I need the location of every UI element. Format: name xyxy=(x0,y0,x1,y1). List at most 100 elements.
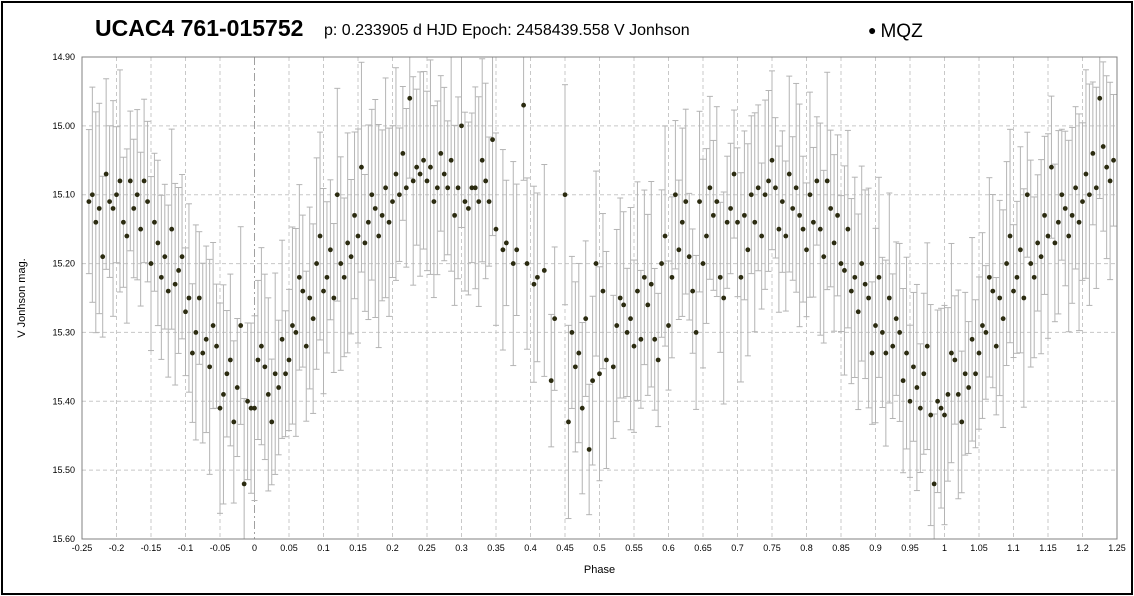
data-point xyxy=(921,371,927,377)
data-point xyxy=(738,274,744,280)
data-point xyxy=(1024,192,1030,198)
data-point xyxy=(635,288,640,294)
data-point xyxy=(207,364,213,370)
data-point xyxy=(848,288,854,294)
x-tick-labels: -0.25 -0.2 -0.15 -0.1 -0.05 0 0.05 0.1 0.15 0.2 0.… xyxy=(72,543,1126,553)
data-point xyxy=(417,171,423,177)
data-point xyxy=(1104,164,1110,170)
x-tick-label: 1.05 xyxy=(970,543,988,553)
data-point xyxy=(397,192,402,198)
data-point xyxy=(893,316,899,322)
y-tick-label: 15.00 xyxy=(52,121,75,131)
data-point xyxy=(383,185,388,191)
data-point xyxy=(1052,240,1058,246)
data-point xyxy=(186,295,192,301)
legend-label-mqz: MQZ xyxy=(880,21,923,42)
data-point xyxy=(117,178,123,184)
data-point xyxy=(307,295,313,301)
data-point xyxy=(190,350,195,356)
data-point xyxy=(962,371,968,377)
x-tick-label: 0.15 xyxy=(349,543,367,553)
data-point xyxy=(1059,192,1065,198)
data-point xyxy=(138,226,144,232)
data-point xyxy=(293,330,299,335)
data-point xyxy=(1090,151,1096,156)
x-tick-label: 1.2 xyxy=(1076,543,1089,553)
data-point xyxy=(714,199,720,205)
data-point xyxy=(707,185,713,191)
data-point xyxy=(631,343,637,349)
data-point xyxy=(835,212,840,218)
data-point xyxy=(735,219,740,225)
data-point xyxy=(441,171,447,177)
data-point xyxy=(196,295,202,301)
data-point xyxy=(807,192,813,198)
data-point xyxy=(1080,199,1085,205)
data-point xyxy=(700,261,706,266)
data-point xyxy=(86,199,92,205)
data-point xyxy=(652,336,658,342)
data-point xyxy=(904,350,909,356)
data-point xyxy=(990,288,996,294)
data-point xyxy=(924,343,930,349)
data-point xyxy=(448,157,454,163)
data-point xyxy=(742,212,747,218)
data-point xyxy=(897,330,903,335)
data-point xyxy=(103,171,109,177)
data-point xyxy=(455,185,461,191)
data-point xyxy=(669,274,675,280)
data-point xyxy=(1111,157,1116,163)
error-bars xyxy=(85,57,1117,539)
data-point xyxy=(393,171,399,177)
data-point xyxy=(1097,95,1103,101)
data-point xyxy=(234,385,240,390)
data-point xyxy=(931,481,937,487)
data-point xyxy=(121,219,126,225)
data-point xyxy=(679,219,685,225)
data-point xyxy=(262,364,268,370)
data-point xyxy=(124,233,130,239)
data-point xyxy=(890,343,896,349)
data-point xyxy=(348,254,354,260)
data-point xyxy=(100,254,106,260)
data-point xyxy=(1069,212,1075,218)
data-point xyxy=(1062,206,1068,211)
data-point xyxy=(752,219,758,225)
y-tick-label: 15.50 xyxy=(52,465,75,475)
data-point xyxy=(179,254,185,260)
data-point xyxy=(786,171,792,177)
data-point xyxy=(531,281,537,287)
data-point xyxy=(127,178,133,184)
data-point xyxy=(766,178,771,184)
data-point xyxy=(158,274,164,280)
data-point xyxy=(945,392,951,397)
data-point xyxy=(300,288,306,294)
x-tick-label: 0 xyxy=(252,543,257,553)
data-point xyxy=(655,357,661,363)
data-point xyxy=(817,226,823,232)
y-tick-label: 15.40 xyxy=(52,396,75,406)
x-axis-label: Phase xyxy=(584,564,615,576)
data-point xyxy=(328,247,333,253)
data-point xyxy=(296,274,302,280)
data-point xyxy=(773,185,778,191)
data-point xyxy=(403,185,409,191)
data-point xyxy=(452,212,457,218)
data-point xyxy=(686,254,692,260)
data-point xyxy=(683,199,689,205)
data-point xyxy=(838,261,844,266)
data-point xyxy=(169,226,175,232)
data-point xyxy=(769,157,775,163)
data-point xyxy=(472,185,478,191)
data-point xyxy=(1004,261,1009,266)
data-point xyxy=(548,378,554,384)
data-point xyxy=(290,323,295,328)
data-point xyxy=(390,199,395,205)
data-point xyxy=(821,254,827,260)
data-point xyxy=(541,268,547,273)
data-point xyxy=(476,199,482,205)
data-point xyxy=(165,288,171,294)
data-point xyxy=(386,219,392,225)
data-point xyxy=(96,206,102,211)
data-point xyxy=(586,447,592,452)
